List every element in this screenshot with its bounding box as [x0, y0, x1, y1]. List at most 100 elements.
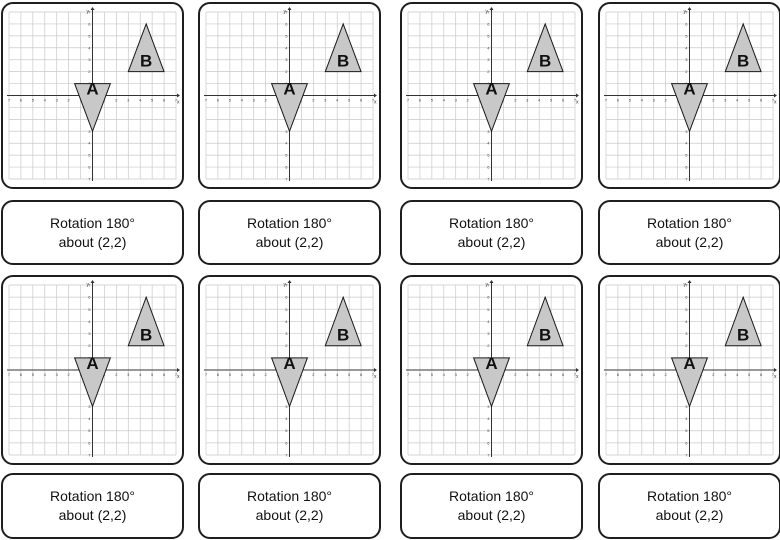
x-tick-label: 5: [151, 98, 154, 103]
x-tick-label: 2: [712, 98, 715, 103]
y-tick-label: 7: [285, 453, 288, 458]
caption-card: Rotation 180° about (2,2): [1, 200, 184, 265]
triangle-a: [73, 83, 112, 133]
y-tick-label: 7: [88, 283, 91, 288]
x-tick-label: 5: [151, 372, 154, 377]
x-tick-label: 6: [217, 372, 220, 377]
triangle-a-label: A: [86, 354, 98, 373]
y-tick-label: 6: [88, 21, 91, 26]
caption-line-2: about (2,2): [255, 507, 324, 523]
graph-card: xy7766554433221111223344556677BA: [400, 275, 583, 465]
triangle-a: [670, 83, 709, 133]
x-tick-label: 1: [700, 98, 703, 103]
x-tick-label: 7: [574, 98, 577, 103]
caption-line-1: Rotation 180°: [449, 214, 534, 231]
y-tick-label: 7: [88, 10, 91, 15]
x-tick-label: 5: [32, 98, 35, 103]
x-tick-label: 7: [772, 98, 775, 103]
y-tick-label: 2: [487, 343, 490, 348]
x-tick-label: 3: [526, 372, 529, 377]
x-tick-label: 7: [8, 372, 11, 377]
y-tick-label: 4: [685, 416, 688, 421]
x-tick-label: 5: [431, 98, 434, 103]
x-tick-label: 2: [68, 98, 71, 103]
x-tick-label: 3: [253, 372, 256, 377]
x-tick-label: 2: [514, 372, 517, 377]
x-tick-label: 6: [419, 98, 422, 103]
y-tick-label: 5: [285, 428, 288, 433]
y-tick-label: 7: [88, 453, 91, 458]
caption-line-2: about (2,2): [255, 233, 324, 250]
graph-card: xy7766554433221111223344556677BA: [598, 2, 780, 189]
y-tick-label: 6: [685, 165, 688, 170]
y-tick-label: 3: [88, 331, 91, 336]
y-tick-label: 6: [285, 165, 288, 170]
triangle-b-label: B: [539, 325, 551, 344]
y-tick-label: 5: [685, 33, 688, 38]
x-tick-label: 6: [163, 98, 166, 103]
x-tick-label: 2: [467, 98, 470, 103]
x-tick-label: 3: [526, 98, 529, 103]
y-tick-label: 5: [88, 33, 91, 38]
triangle-b: [724, 22, 762, 73]
x-tick-label: 2: [265, 372, 268, 377]
x-axis-label: x: [774, 100, 777, 106]
y-tick-label: 3: [487, 129, 490, 134]
triangle-b-label: B: [539, 52, 551, 71]
x-tick-label: 4: [538, 372, 541, 377]
x-tick-label: 3: [724, 98, 727, 103]
caption-line-1: Rotation 180°: [247, 488, 332, 504]
x-tick-label: 6: [760, 372, 763, 377]
x-tick-label: 6: [617, 372, 620, 377]
caption-card: Rotation 180° about (2,2): [400, 473, 583, 539]
x-tick-label: 7: [372, 372, 375, 377]
y-tick-label: 3: [487, 57, 490, 62]
x-tick-label: 2: [312, 98, 315, 103]
x-tick-label: 4: [538, 98, 541, 103]
x-tick-label: 3: [724, 372, 727, 377]
x-tick-label: 3: [324, 372, 327, 377]
coordinate-grid: xy7766554433221111223344556677BA: [604, 280, 777, 458]
y-tick-label: 5: [88, 153, 91, 158]
graph-card: xy7766554433221111223344556677BA: [1, 2, 184, 189]
x-tick-label: 2: [467, 372, 470, 377]
y-tick-label: 2: [685, 343, 688, 348]
triangle-a: [270, 357, 309, 408]
x-tick-label: 4: [139, 372, 142, 377]
x-tick-label: 6: [562, 98, 565, 103]
x-tick-label: 7: [574, 372, 577, 377]
caption-card: Rotation 180° about (2,2): [598, 200, 780, 265]
y-tick-label: 5: [88, 307, 91, 312]
y-tick-label: 3: [285, 404, 288, 409]
y-tick-label: 6: [487, 295, 490, 300]
x-tick-label: 5: [348, 98, 351, 103]
x-tick-label: 7: [407, 98, 410, 103]
x-tick-label: 4: [736, 372, 739, 377]
caption-card: Rotation 180° about (2,2): [198, 200, 381, 265]
x-tick-label: 3: [324, 98, 327, 103]
y-tick-label: 6: [285, 21, 288, 26]
triangle-b-label: B: [140, 325, 152, 344]
caption-line-1: Rotation 180°: [50, 488, 135, 504]
x-tick-label: 1: [103, 98, 106, 103]
triangle-b: [526, 22, 564, 73]
caption-line-2: about (2,2): [655, 233, 724, 250]
caption-line-1: Rotation 180°: [50, 214, 135, 231]
y-tick-label: 5: [285, 307, 288, 312]
y-tick-label: 5: [685, 153, 688, 158]
x-tick-label: 1: [700, 372, 703, 377]
x-tick-label: 1: [103, 372, 106, 377]
y-tick-label: 7: [285, 177, 288, 182]
x-tick-label: 5: [748, 372, 751, 377]
y-tick-label: 4: [285, 141, 288, 146]
caption-card: Rotation 180° about (2,2): [400, 200, 583, 265]
x-tick-label: 5: [629, 98, 632, 103]
x-tick-label: 7: [8, 98, 11, 103]
y-tick-label: 5: [487, 33, 490, 38]
caption-line-1: Rotation 180°: [647, 488, 732, 504]
y-tick-label: 2: [685, 69, 688, 74]
caption-line-1: Rotation 180°: [647, 214, 732, 231]
y-tick-label: 6: [685, 21, 688, 26]
x-tick-label: 4: [44, 98, 47, 103]
x-tick-label: 2: [665, 98, 668, 103]
